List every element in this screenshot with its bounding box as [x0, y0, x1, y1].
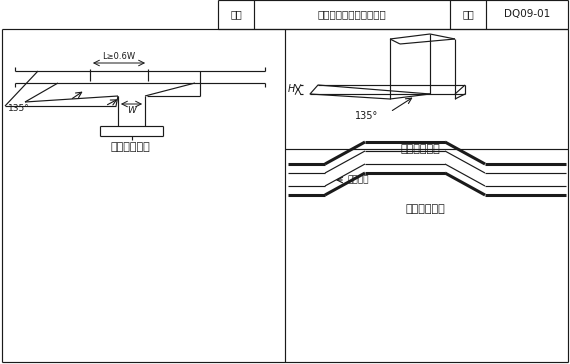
Text: 电缆桥架变向处连接做法: 电缆桥架变向处连接做法 — [317, 9, 386, 20]
Text: DQ09-01: DQ09-01 — [504, 9, 550, 20]
Text: 135°: 135° — [8, 104, 30, 113]
Text: 图号: 图号 — [462, 9, 474, 20]
Text: 翻弯角度: 翻弯角度 — [347, 175, 368, 185]
Text: 槽架水平翻弯: 槽架水平翻弯 — [405, 204, 445, 214]
Text: W: W — [127, 106, 136, 115]
Text: 槽架垂直弯头: 槽架垂直弯头 — [400, 144, 440, 154]
Text: L≥0.6W: L≥0.6W — [103, 52, 136, 61]
Text: 图名: 图名 — [230, 9, 242, 20]
Text: 135°: 135° — [355, 111, 378, 121]
Text: 槽架水平三通: 槽架水平三通 — [110, 142, 150, 152]
Text: H: H — [288, 84, 295, 95]
